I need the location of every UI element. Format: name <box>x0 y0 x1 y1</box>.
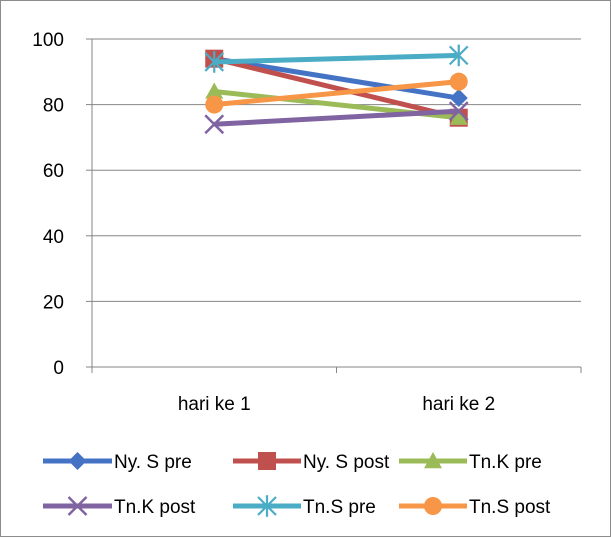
legend-item: Tn.S post <box>399 497 551 518</box>
series-line <box>214 52 459 65</box>
legend-item: Ny. S pre <box>43 452 192 473</box>
legend-label: Ny. S pre <box>114 452 192 473</box>
legend-item: Ny. S post <box>233 452 390 473</box>
x-axis: hari ke 1 hari ke 2 <box>91 367 582 415</box>
y-tick-label: 60 <box>43 161 64 182</box>
x-tick-label: hari ke 1 <box>178 394 251 415</box>
legend-label: Tn.K pre <box>469 452 542 473</box>
circle-marker <box>424 497 442 515</box>
triangle-marker <box>449 108 468 125</box>
circle-marker <box>205 95 224 114</box>
x-marker-stroke <box>67 496 88 516</box>
x-marker <box>204 114 225 135</box>
y-tick-label: 100 <box>32 30 64 51</box>
legend-item: Tn.K post <box>43 496 196 518</box>
series-line <box>214 108 459 127</box>
diamond-marker <box>68 452 87 470</box>
y-tick-label: 40 <box>43 227 64 248</box>
x-marker-stroke <box>448 101 469 122</box>
y-tick-label: 80 <box>43 96 64 117</box>
circle-marker <box>449 72 468 91</box>
legend-item: Tn.S pre <box>233 495 376 518</box>
legend-item: Tn.K pre <box>399 452 542 473</box>
star-marker <box>257 495 277 517</box>
series-tn-s-pre <box>204 44 469 73</box>
star-marker <box>448 44 469 67</box>
series-line <box>213 56 460 121</box>
triangle-marker <box>205 82 224 99</box>
y-tick-label: 20 <box>43 292 64 313</box>
diamond-marker <box>449 89 468 108</box>
x-tick-label: hari ke 2 <box>422 394 495 415</box>
series-line <box>213 56 460 101</box>
plot-area <box>204 44 469 135</box>
y-axis: 0 20 40 60 80 100 <box>32 30 93 379</box>
y-tick-label: 0 <box>53 358 64 379</box>
series-tn-s-post <box>205 72 468 114</box>
legend-label: Ny. S post <box>303 452 390 473</box>
star-marker <box>204 51 225 73</box>
x-marker <box>448 101 469 122</box>
legend-label: Tn.K post <box>114 497 196 518</box>
legend: Ny. S pre Ny. S post Tn.K pre Tn.K post Tn.S… <box>43 452 551 518</box>
square-marker <box>258 452 276 470</box>
x-marker-stroke <box>204 114 225 135</box>
x-marker <box>67 496 88 516</box>
series-tn-k-post <box>204 101 469 135</box>
legend-label: Tn.S pre <box>303 497 376 518</box>
legend-label: Tn.S post <box>469 497 551 518</box>
series-line <box>214 79 459 108</box>
triangle-marker <box>424 452 442 469</box>
